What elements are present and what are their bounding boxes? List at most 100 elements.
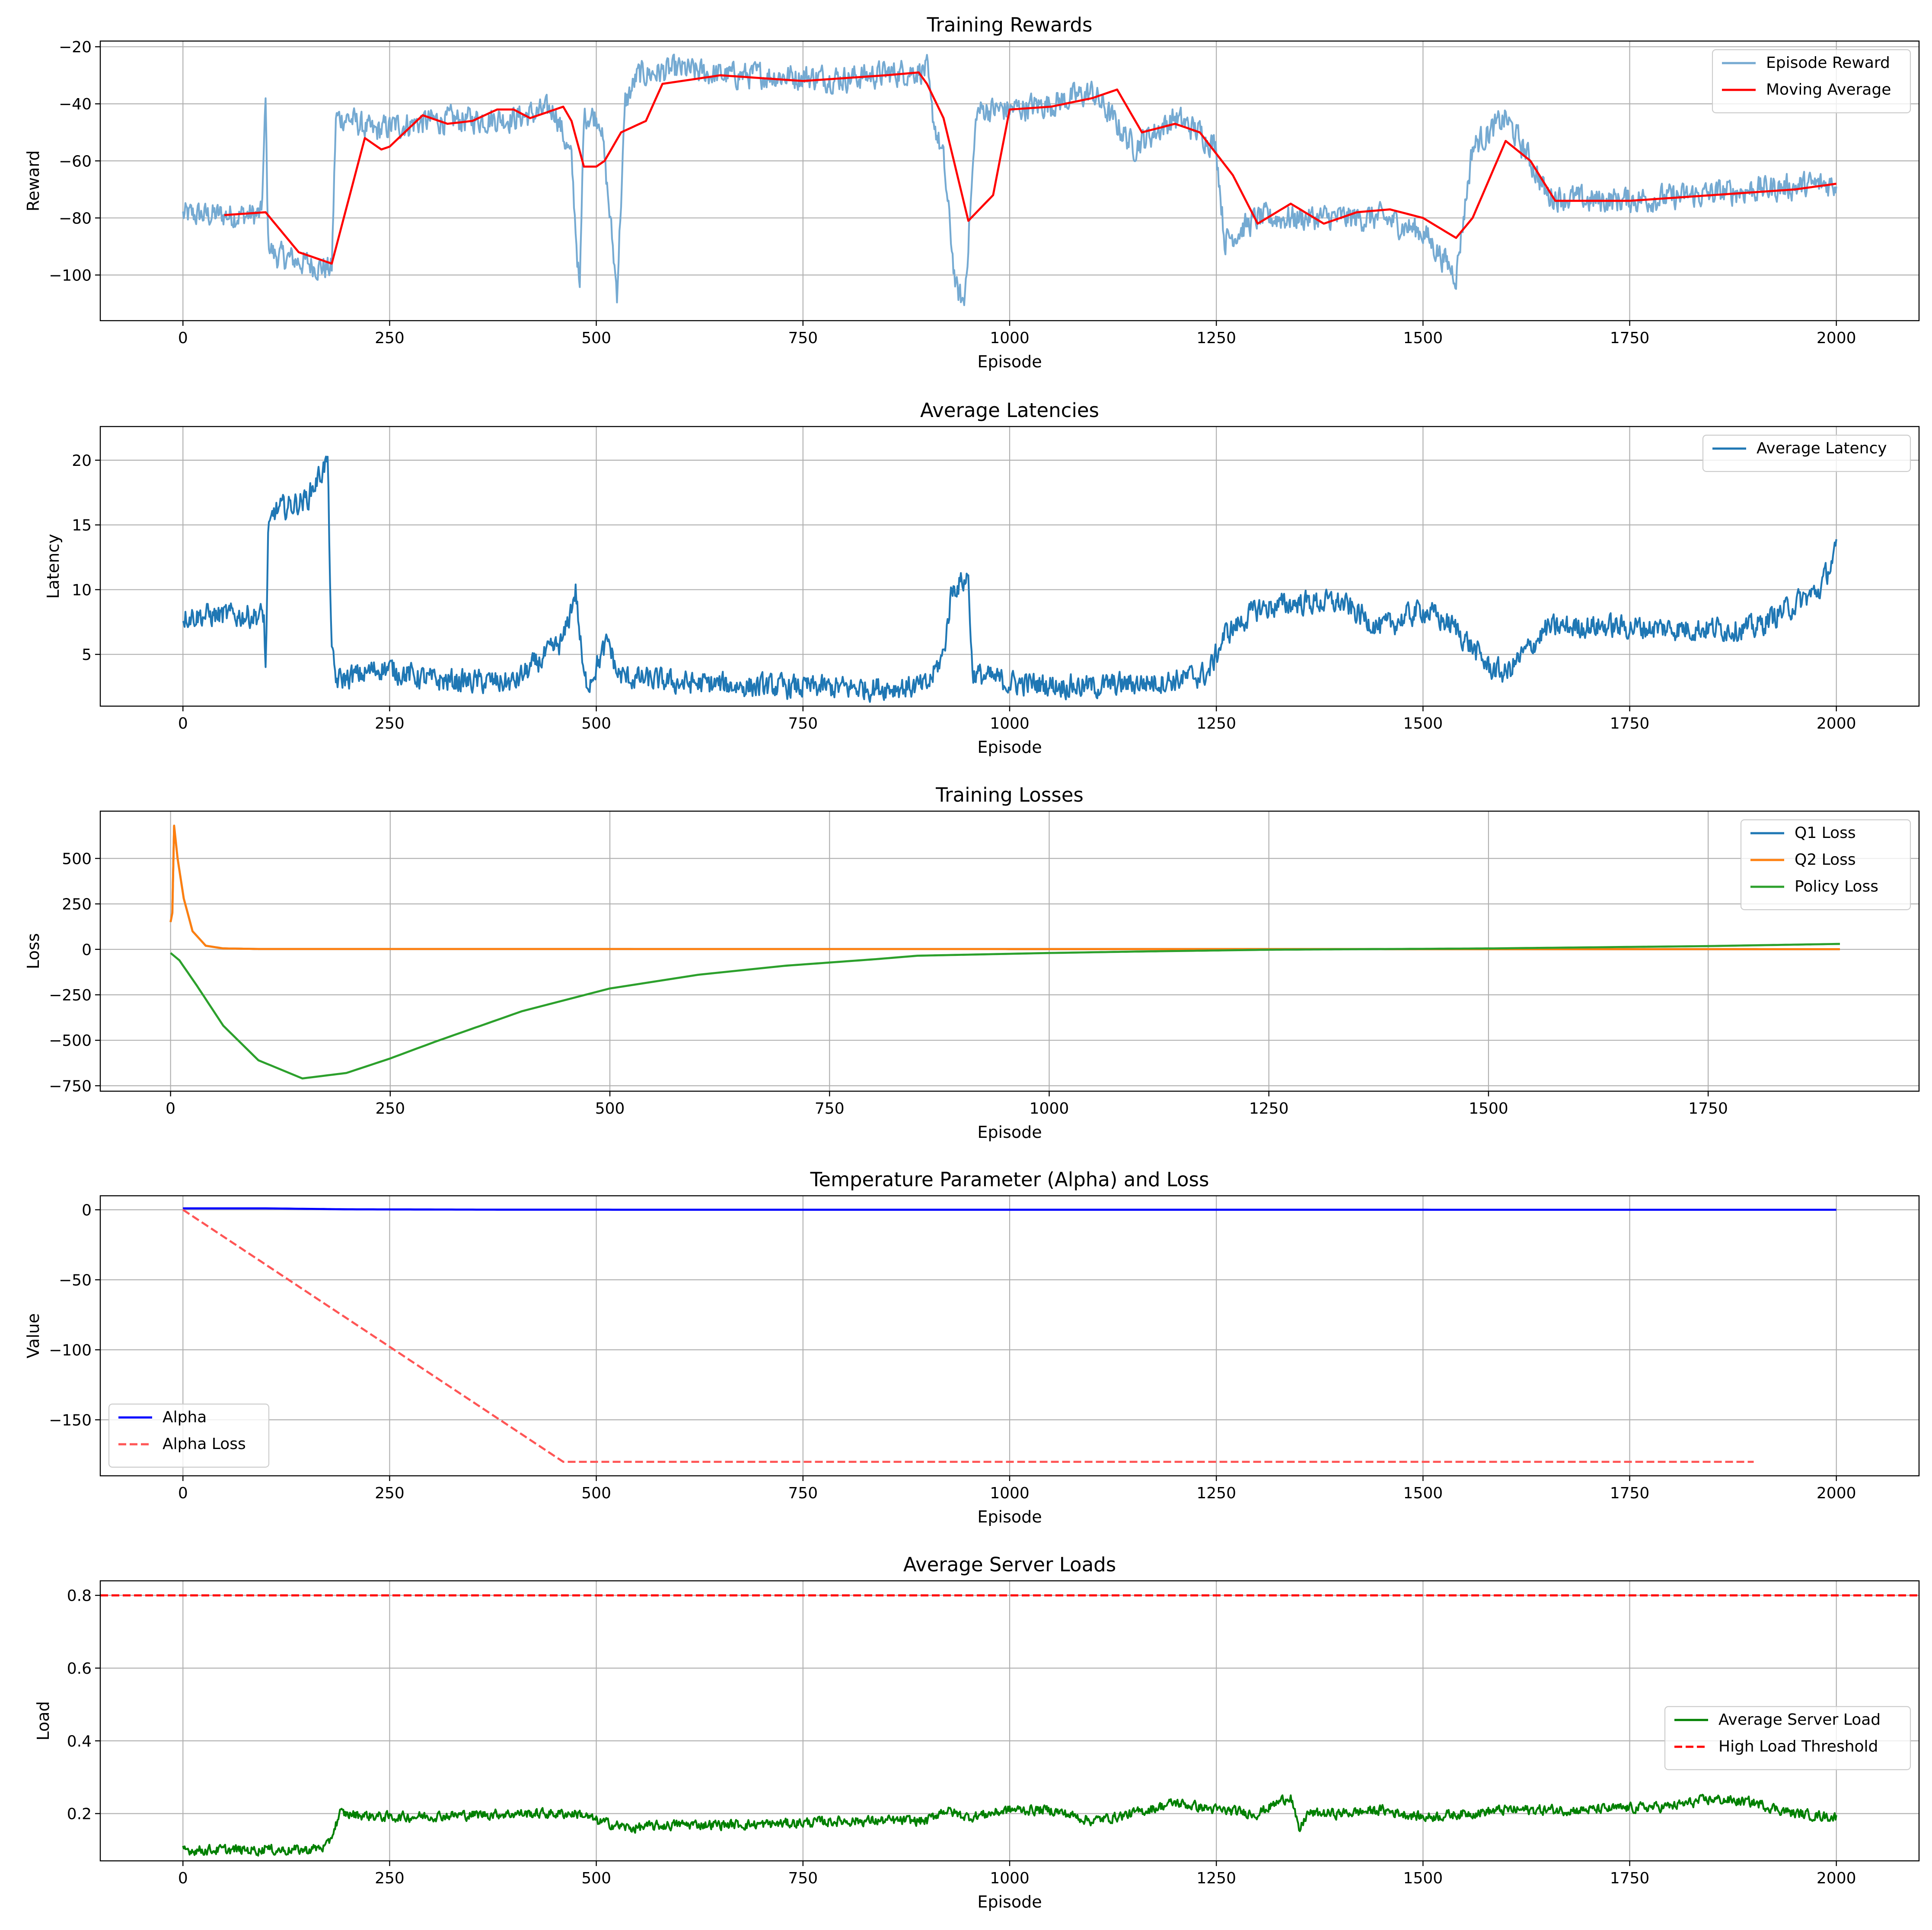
y-tick-label: 0.8 [67, 1587, 92, 1605]
y-axis-label: Loss [24, 933, 43, 969]
y-tick-label: 0 [82, 1201, 92, 1219]
x-axis-label: Episode [977, 738, 1042, 757]
y-axis-label: Reward [24, 150, 43, 212]
x-tick-label: 1250 [1196, 1869, 1236, 1887]
x-tick-label: 750 [788, 715, 818, 733]
y-tick-label: 250 [62, 896, 92, 914]
legend-label: Average Server Load [1718, 1711, 1881, 1729]
y-tick-label: −500 [49, 1032, 92, 1050]
y-tick-label: 0.6 [67, 1660, 92, 1678]
x-tick-label: 0 [178, 1869, 188, 1887]
plot-frame [99, 810, 1920, 1092]
chart-title: Temperature Parameter (Alpha) and Loss [810, 1168, 1209, 1191]
y-tick-label: 0 [82, 941, 92, 959]
x-tick-label: 750 [788, 1869, 818, 1887]
y-axis-label: Load [34, 1701, 53, 1740]
series-line-q1-loss [169, 825, 1840, 950]
x-tick-label: 0 [178, 715, 188, 733]
x-tick-label: 0 [166, 1100, 175, 1118]
series-line-alpha-loss [182, 1209, 1754, 1463]
x-axis-label: Episode [977, 352, 1042, 371]
x-tick-label: 2000 [1817, 1869, 1856, 1887]
y-tick-label: −750 [49, 1077, 92, 1095]
x-tick-label: 500 [581, 1484, 611, 1502]
chart-title: Average Latencies [920, 399, 1099, 422]
legend-label: Moving Average [1766, 81, 1891, 99]
x-tick-label: 500 [595, 1100, 625, 1118]
chart-panel-4: 0 250 500 750 1000 1250 1500 1750 2000 0.2 0.4 0.6 0… [34, 1553, 1920, 1911]
y-tick-label: −80 [59, 210, 92, 227]
legend-label: Alpha [163, 1408, 207, 1426]
series-line-average-latency [182, 455, 1837, 703]
y-tick-label: 10 [72, 581, 92, 599]
x-tick-label: 1000 [990, 1484, 1030, 1502]
y-tick-label: 500 [62, 850, 92, 868]
chart-panel-3: 0 250 500 750 1000 1250 1500 1750 2000 −150 −100 −5… [24, 1168, 1920, 1526]
legend: Average Latency [1702, 434, 1911, 472]
y-tick-label: 20 [72, 452, 92, 470]
x-tick-label: 2000 [1817, 715, 1856, 733]
series-line-alpha [183, 1207, 1836, 1211]
chart-panel-1: 0 250 500 750 1000 1250 1500 1750 2000 5 10 15 20 Ave… [44, 399, 1920, 757]
x-axis-label: Episode [977, 1123, 1042, 1142]
y-tick-label: −60 [59, 153, 92, 170]
x-tick-label: 1250 [1196, 715, 1236, 733]
x-tick-label: 1500 [1403, 1484, 1443, 1502]
y-axis-label: Latency [44, 534, 63, 599]
x-tick-label: 2000 [1817, 1484, 1856, 1502]
legend-label: Average Latency [1757, 440, 1887, 457]
x-tick-label: 250 [375, 1869, 405, 1887]
x-tick-label: 250 [375, 1484, 405, 1502]
legend: Alpha Alpha Loss [108, 1403, 270, 1468]
x-tick-label: 500 [581, 329, 611, 347]
chart-title: Training Rewards [927, 13, 1093, 36]
x-axis-label: Episode [977, 1507, 1042, 1526]
y-tick-label: −50 [59, 1271, 92, 1289]
x-tick-label: 1750 [1610, 1484, 1650, 1502]
x-tick-label: 500 [581, 715, 611, 733]
x-tick-label: 750 [815, 1100, 845, 1118]
legend-label: Q1 Loss [1795, 824, 1856, 842]
x-tick-label: 1000 [990, 329, 1030, 347]
x-tick-label: 1000 [990, 715, 1030, 733]
x-tick-label: 250 [375, 715, 405, 733]
series-line-average-server-load [182, 1793, 1837, 1857]
chart-panel-0: 0 250 500 750 1000 1250 1500 1750 2000 −100 −80 −60… [24, 13, 1920, 371]
x-tick-label: 1500 [1403, 1869, 1443, 1887]
x-tick-label: 250 [375, 1100, 405, 1118]
chart-title: Training Losses [935, 783, 1084, 806]
legend: Episode Reward Moving Average [1712, 49, 1911, 114]
x-tick-label: 0 [178, 1484, 188, 1502]
y-tick-label: −100 [49, 267, 92, 284]
x-tick-label: 1750 [1610, 329, 1650, 347]
legend-box [1712, 49, 1911, 114]
legend-label: Q2 Loss [1795, 851, 1856, 869]
x-tick-label: 0 [178, 329, 188, 347]
x-tick-label: 750 [788, 329, 818, 347]
x-tick-label: 1750 [1610, 1869, 1650, 1887]
x-tick-label: 1250 [1196, 329, 1236, 347]
y-tick-label: 5 [82, 646, 92, 664]
x-tick-label: 1000 [990, 1869, 1030, 1887]
x-tick-label: 750 [788, 1484, 818, 1502]
legend-label: High Load Threshold [1718, 1738, 1878, 1755]
legend-label: Policy Loss [1795, 878, 1878, 895]
chart-title: Average Server Loads [903, 1553, 1116, 1576]
series-line-moving-average [224, 71, 1837, 265]
legend-box [1664, 1706, 1911, 1771]
legend-label: Alpha Loss [163, 1435, 246, 1453]
x-axis-label: Episode [977, 1892, 1042, 1911]
x-tick-label: 1500 [1403, 715, 1443, 733]
y-tick-label: 0.2 [67, 1806, 92, 1823]
x-tick-label: 2000 [1817, 329, 1856, 347]
legend-box [1702, 434, 1911, 472]
x-tick-label: 500 [581, 1869, 611, 1887]
y-axis-label: Value [24, 1313, 43, 1358]
legend-label: Episode Reward [1766, 54, 1890, 72]
x-tick-label: 250 [375, 329, 405, 347]
y-tick-label: −40 [59, 96, 92, 113]
y-tick-label: 15 [72, 517, 92, 535]
x-tick-label: 1250 [1196, 1484, 1236, 1502]
chart-panel-2: 0 250 500 750 1000 1250 1500 1750 −750 −500 −250 0 2… [24, 783, 1920, 1142]
